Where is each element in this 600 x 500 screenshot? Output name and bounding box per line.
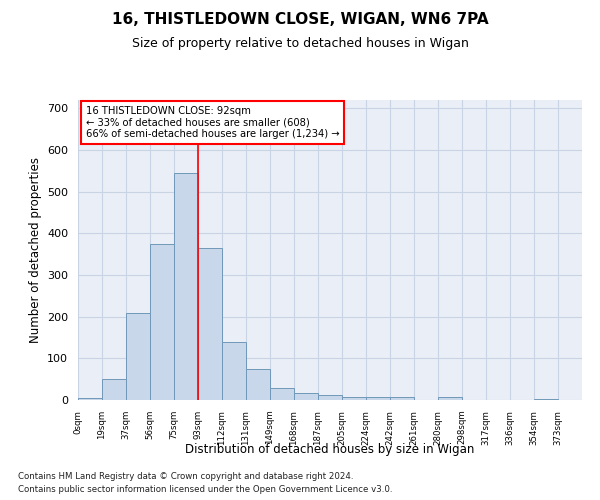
- Y-axis label: Number of detached properties: Number of detached properties: [29, 157, 41, 343]
- Bar: [270, 388, 294, 400]
- Bar: [174, 173, 198, 400]
- Text: 16 THISTLEDOWN CLOSE: 92sqm
← 33% of detached houses are smaller (608)
66% of se: 16 THISTLEDOWN CLOSE: 92sqm ← 33% of det…: [86, 106, 339, 139]
- Text: 16, THISTLEDOWN CLOSE, WIGAN, WN6 7PA: 16, THISTLEDOWN CLOSE, WIGAN, WN6 7PA: [112, 12, 488, 28]
- Bar: [150, 244, 174, 400]
- Bar: [222, 342, 246, 400]
- Bar: [438, 397, 462, 400]
- Bar: [246, 369, 270, 400]
- Bar: [294, 392, 318, 400]
- Bar: [390, 397, 414, 400]
- Text: Contains HM Land Registry data © Crown copyright and database right 2024.: Contains HM Land Registry data © Crown c…: [18, 472, 353, 481]
- Text: Contains public sector information licensed under the Open Government Licence v3: Contains public sector information licen…: [18, 485, 392, 494]
- Bar: [534, 399, 558, 400]
- Bar: [342, 397, 366, 400]
- Bar: [198, 248, 222, 400]
- Bar: [102, 379, 126, 400]
- Bar: [318, 394, 342, 400]
- Text: Size of property relative to detached houses in Wigan: Size of property relative to detached ho…: [131, 38, 469, 51]
- Text: Distribution of detached houses by size in Wigan: Distribution of detached houses by size …: [185, 444, 475, 456]
- Bar: [78, 398, 102, 400]
- Bar: [126, 312, 150, 400]
- Bar: [366, 397, 390, 400]
